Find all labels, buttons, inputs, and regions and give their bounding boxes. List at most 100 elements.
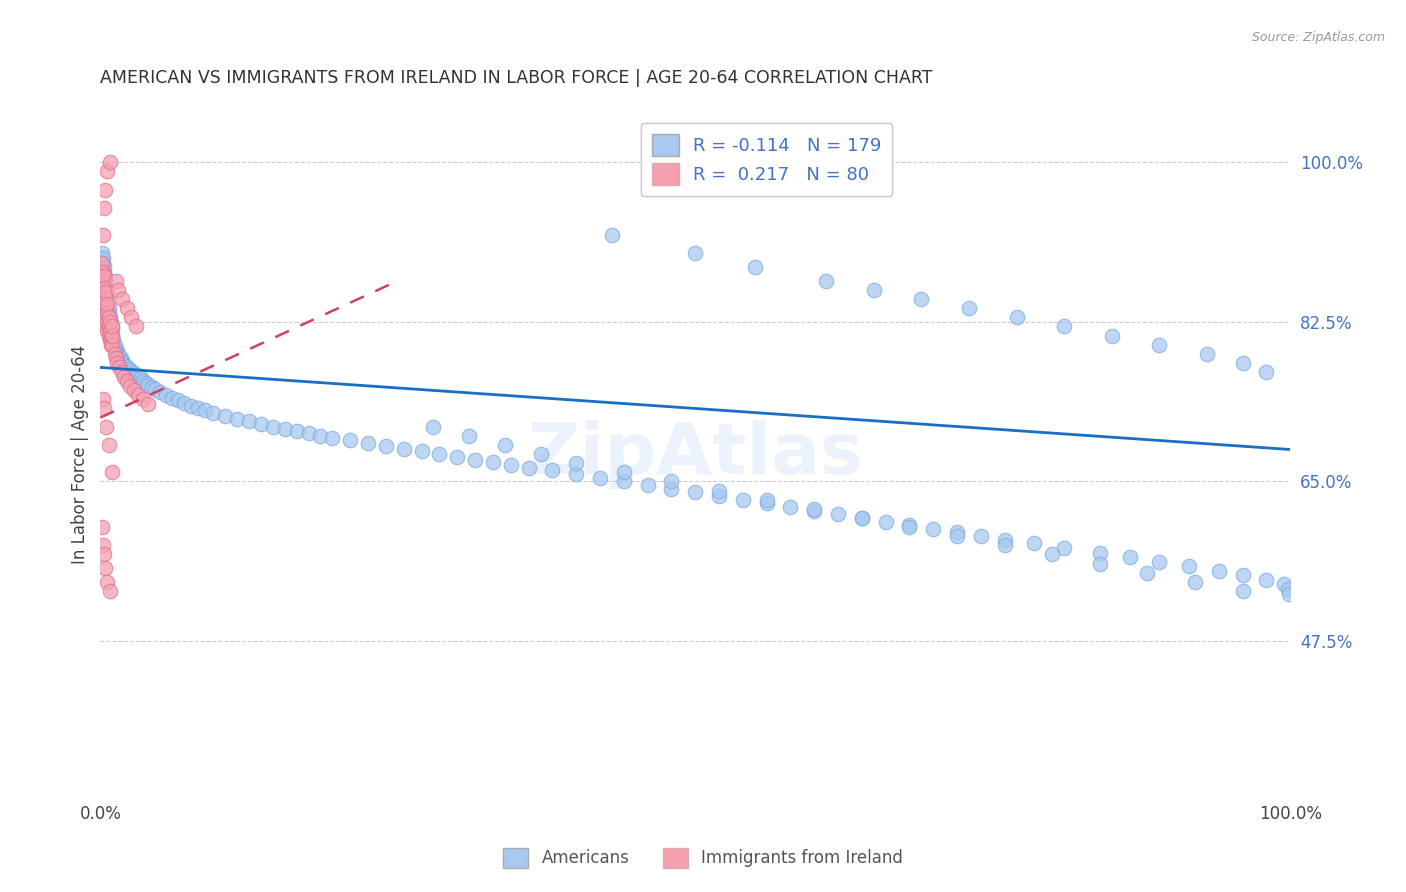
Point [187,401,209,416]
Point [309,429,332,443]
Point [1232,356,1254,370]
Point [1101,328,1123,343]
Point [98,324,121,338]
Point [922,522,945,536]
Point [101,330,124,344]
Point [565,467,588,482]
Point [94,287,117,301]
Point [1005,310,1028,325]
Point [101,328,124,343]
Point [90,283,112,297]
Point [97,328,120,343]
Point [898,520,921,534]
Point [946,529,969,543]
Point [815,274,838,288]
Point [96,315,118,329]
Point [529,447,551,461]
Point [105,356,128,370]
Point [1149,555,1171,569]
Point [755,492,778,507]
Point [90,255,112,269]
Point [91,306,114,320]
Point [100,319,122,334]
Point [226,411,249,425]
Point [90,274,112,288]
Point [458,429,481,443]
Point [446,450,468,464]
Point [127,388,149,402]
Point [93,260,115,274]
Point [94,183,117,197]
Point [96,310,118,325]
Point [93,296,115,310]
Point [100,324,122,338]
Point [94,283,117,297]
Point [94,269,117,284]
Point [1088,545,1111,559]
Point [98,333,121,347]
Point [94,306,117,320]
Point [90,246,112,260]
Point [194,403,217,417]
Point [96,319,118,334]
Point [91,251,114,265]
Legend: R = -0.114   N = 179, R =  0.217   N = 80: R = -0.114 N = 179, R = 0.217 N = 80 [641,123,893,195]
Point [946,525,969,540]
Point [93,283,115,297]
Point [98,315,121,329]
Point [374,439,396,453]
Point [96,419,118,434]
Point [107,347,129,361]
Point [910,292,932,306]
Point [97,438,120,452]
Point [97,301,120,315]
Point [91,228,114,243]
Point [97,310,120,325]
Point [297,426,319,441]
Point [111,356,134,370]
Point [108,360,131,375]
Point [101,321,124,335]
Point [96,296,118,310]
Point [125,319,148,334]
Point [110,351,132,366]
Point [499,458,522,472]
Point [91,283,114,297]
Point [411,444,433,458]
Point [96,292,118,306]
Point [898,518,921,533]
Point [104,347,127,361]
Point [111,354,134,368]
Y-axis label: In Labor Force | Age 20-64: In Labor Force | Age 20-64 [72,344,89,564]
Point [94,296,117,310]
Point [357,436,380,450]
Point [274,421,297,435]
Point [637,478,659,492]
Point [851,511,873,525]
Point [1195,347,1218,361]
Point [132,374,155,388]
Point [111,292,134,306]
Point [1232,568,1254,582]
Point [851,511,873,525]
Point [127,369,149,384]
Text: ZipAtlas: ZipAtlas [527,419,863,489]
Point [429,447,451,461]
Point [683,485,706,500]
Point [91,392,114,407]
Point [96,296,118,310]
Point [707,489,730,503]
Point [90,283,112,297]
Point [1278,586,1301,600]
Point [90,265,112,279]
Point [600,228,623,243]
Point [93,401,115,416]
Point [1272,577,1295,591]
Point [91,281,114,295]
Point [661,482,683,496]
Point [91,269,114,284]
Point [93,281,115,295]
Point [96,324,118,338]
Point [97,310,120,325]
Point [214,409,236,423]
